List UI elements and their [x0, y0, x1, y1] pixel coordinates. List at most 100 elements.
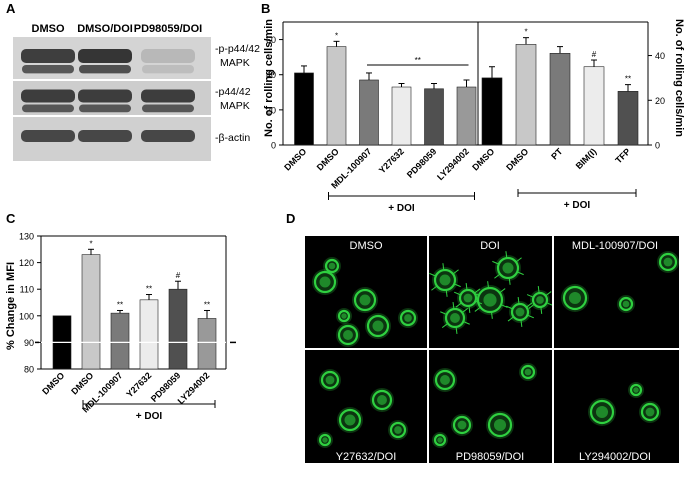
chart-b-right-y-tick-label: 0: [655, 141, 660, 151]
chart-c-y-tick-label: 110: [20, 285, 34, 295]
blot-band: [141, 49, 195, 63]
cell-protrusion: [465, 283, 468, 291]
blot-p44-42-bands: [21, 89, 195, 113]
cell-protrusion: [474, 306, 481, 312]
chart-c-bar-ly294002: [197, 318, 217, 370]
chart-b-right-y-tick-label: 40: [655, 51, 665, 61]
cell: [520, 364, 536, 380]
cell-protrusion: [500, 304, 508, 308]
chart-b-left-bar-mdl-100907: [359, 79, 379, 146]
cell-protrusion: [440, 311, 447, 315]
cell-protrusion: [515, 257, 522, 263]
chart-b-left-x-tick-label: DMSO: [315, 146, 341, 172]
cell-core: [439, 274, 451, 286]
micrograph-label-dmso: DMSO: [350, 240, 383, 252]
chart-b-left-bar-dmso: [326, 46, 347, 146]
chart-b-left-bar-y27632: [391, 86, 412, 146]
cell-core: [502, 262, 514, 274]
chart-b-right-bar-tfp: [617, 91, 639, 146]
cell: [313, 270, 337, 294]
micrograph-label-ly294002-doi: LY294002/DOI: [579, 451, 651, 463]
chart-c-y-tick-label: 120: [19, 258, 34, 268]
cell-protrusion: [508, 277, 511, 285]
chart-c-bar-y27632: [139, 299, 159, 370]
chart-b-left-y-tick-label: 0: [271, 141, 276, 151]
cell-protrusion: [441, 323, 449, 329]
cell-protrusion: [431, 285, 438, 291]
cell-protrusion: [429, 272, 436, 277]
chart-b-right-x-tick-label: TFP: [613, 146, 632, 165]
blot-band-lower: [22, 104, 74, 113]
cell-protrusion: [452, 302, 455, 310]
cell-core: [450, 313, 460, 323]
cell-protrusion: [442, 263, 445, 271]
cell-protrusion: [492, 260, 499, 265]
chart-b-left-y-tick-label: 20: [266, 105, 276, 115]
chart-b-right-y-tick-label: 20: [655, 96, 665, 106]
cell-protrusion: [455, 326, 458, 334]
panel-b: B No. of rolling cells/min No. of rollin…: [261, 1, 685, 214]
panel-b-left-y-axis-label: No. of rolling cells/min: [263, 19, 275, 137]
cell-protrusion: [499, 288, 506, 294]
blot-panels: -p-p44/42 MAPK -p44/42 MAPK -β-actin: [13, 37, 260, 161]
cell-protrusion: [487, 281, 490, 289]
cell-protrusion: [474, 288, 481, 294]
cell-protrusion: [546, 302, 554, 306]
chart-b-left-significance-mark: *: [335, 31, 338, 40]
cell-protrusion: [537, 286, 540, 294]
cell-core: [463, 293, 473, 303]
cell: [458, 288, 478, 308]
blot-band: [78, 49, 132, 63]
chart-c-bar-dmso: [81, 254, 101, 370]
cell-protrusion: [528, 303, 535, 309]
blot-band: [21, 49, 75, 63]
lane-label-pd98059-doi: PD98059/DOI: [134, 23, 202, 35]
cell-core: [524, 368, 532, 376]
cell: [433, 433, 447, 447]
cell: [589, 399, 615, 425]
chart-b-right-significance-mark: *: [524, 28, 527, 37]
blot-band: [21, 89, 75, 103]
cell-core: [595, 405, 609, 419]
chart-b-left-x-tick-label: LY294002: [435, 146, 471, 182]
chart-c-x-tick-label: LY294002: [176, 370, 212, 406]
cell-core: [483, 293, 497, 307]
cell: [338, 408, 362, 432]
cell-core: [343, 330, 353, 340]
cell: [487, 412, 513, 438]
chart-b-right-x-tick-label: DMSO: [470, 146, 496, 172]
micrograph-label-doi: DOI: [480, 240, 500, 252]
cell: [618, 296, 634, 312]
chart-b-left-bracket-label: **: [415, 56, 421, 65]
cell-protrusion: [517, 297, 520, 305]
cell-protrusion: [517, 271, 524, 276]
micrograph-label-mdl-100907-doi: MDL-100907/DOI: [572, 240, 658, 252]
cell-protrusion: [545, 291, 552, 297]
cell-protrusion: [461, 307, 469, 313]
cell: [320, 370, 340, 390]
cell: [531, 291, 549, 309]
cell-core: [645, 407, 655, 417]
panel-d: D DMSO DOI MDL-100907/DOI Y27632/DOI PD9…: [286, 211, 679, 463]
cell-core: [457, 420, 467, 430]
cell: [433, 268, 457, 292]
chart-c-significance-mark: **: [146, 285, 152, 294]
cell-protrusion: [452, 269, 459, 275]
cell: [324, 258, 340, 274]
chart-c-bar-pd98059: [168, 288, 188, 370]
cell-protrusion: [520, 319, 523, 327]
chart-c-significance-mark: **: [204, 300, 210, 309]
cell: [389, 421, 407, 439]
cell-core: [536, 296, 544, 304]
chart-c-significance-mark: #: [176, 271, 181, 280]
blot-beta-actin-label: -β-actin: [215, 132, 250, 144]
blot-beta-actin-bands: [21, 130, 195, 142]
cell-core: [377, 395, 387, 405]
cell-core: [344, 414, 356, 426]
cell-core: [341, 313, 347, 319]
chart-b-left-x-tick-label: DMSO: [282, 146, 308, 172]
cell-protrusion: [463, 321, 470, 325]
cell-core: [328, 262, 336, 270]
cell-core: [322, 437, 328, 443]
